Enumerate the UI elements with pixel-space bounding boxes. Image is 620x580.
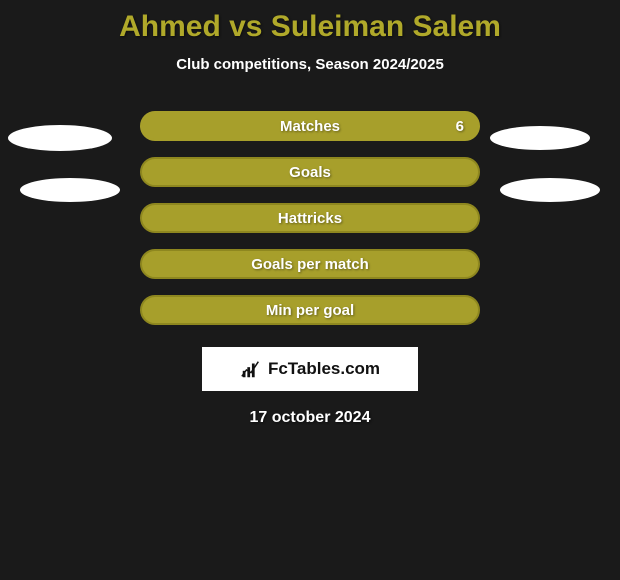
stat-bar: Goals (140, 157, 480, 187)
stat-label: Goals per match (251, 256, 369, 273)
stat-label: Matches (280, 118, 340, 135)
brand-logo-text: FcTables.com (268, 359, 380, 379)
stat-bar: Min per goal (140, 295, 480, 325)
left-ellipse (20, 178, 120, 202)
right-ellipse (490, 126, 590, 150)
left-ellipse (8, 125, 112, 151)
bar-chart-icon (240, 358, 262, 380)
stat-bar: Matches 6 (140, 111, 480, 141)
right-ellipse (500, 178, 600, 202)
stat-label: Hattricks (278, 210, 342, 227)
stat-bar: Hattricks (140, 203, 480, 233)
stat-row: Hattricks (0, 195, 620, 241)
stat-right-value: 6 (456, 118, 464, 135)
stat-row: Goals per match (0, 241, 620, 287)
stat-label: Goals (289, 164, 331, 181)
brand-logo: FcTables.com (202, 347, 418, 391)
stat-label: Min per goal (266, 302, 354, 319)
date-text: 17 october 2024 (0, 409, 620, 427)
page-subtitle: Club competitions, Season 2024/2025 (0, 56, 620, 73)
stat-bar: Goals per match (140, 249, 480, 279)
stat-row: Min per goal (0, 287, 620, 333)
page-title: Ahmed vs Suleiman Salem (0, 0, 620, 44)
